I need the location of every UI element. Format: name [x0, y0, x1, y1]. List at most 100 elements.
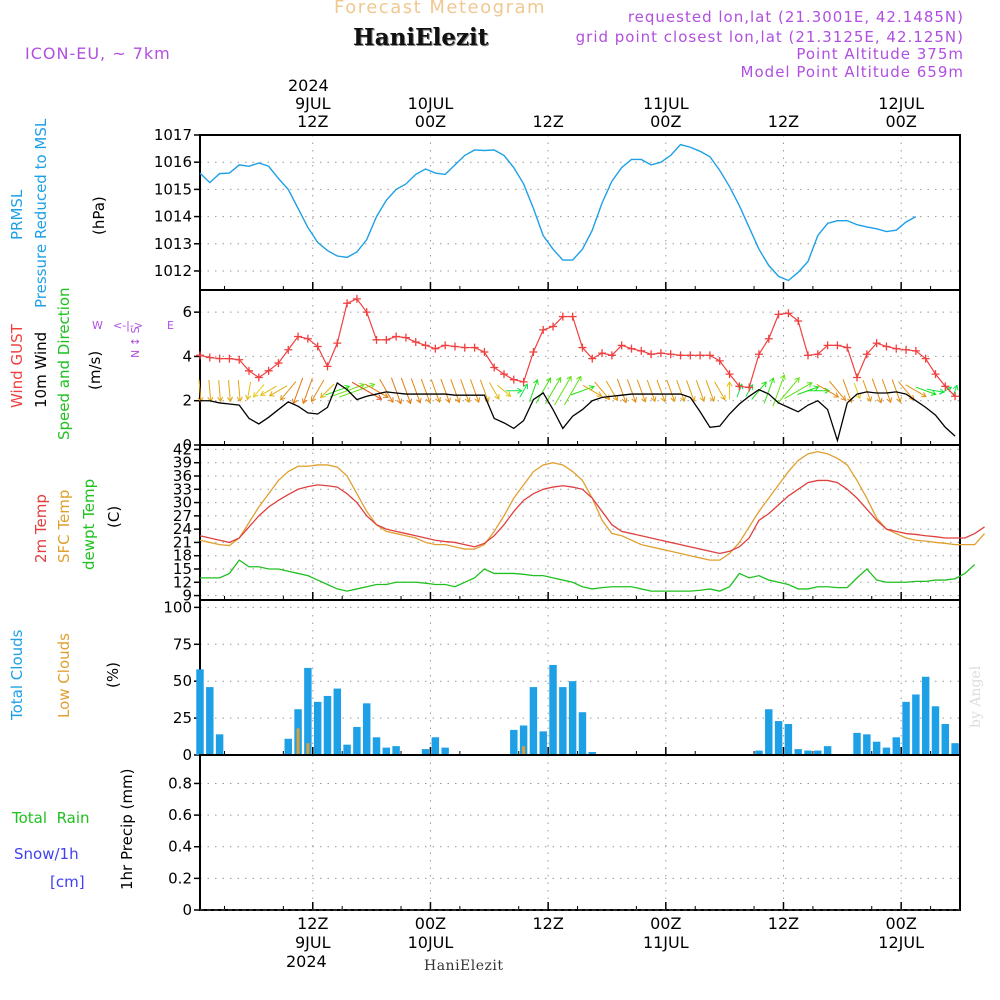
- gust-marker: [558, 312, 567, 321]
- bottom-axis-time: 00Z: [885, 914, 917, 933]
- gust-marker: [862, 350, 871, 359]
- bottom-axis-year: 2024: [286, 952, 327, 971]
- gust-marker: [401, 333, 410, 342]
- top-axis-year: 2024: [288, 76, 329, 95]
- gust-marker: [607, 351, 616, 360]
- wind-10m-line: [200, 382, 956, 443]
- temp-2m-line: [199, 479, 985, 555]
- wind-arrow: [656, 379, 666, 402]
- total-cloud-bar: [362, 703, 371, 755]
- wind-arrow-head: [824, 387, 831, 394]
- y-tick-label: 0.8: [168, 774, 192, 792]
- gust-marker: [215, 354, 224, 363]
- gust-marker: [450, 342, 459, 351]
- total-cloud-bar: [519, 725, 528, 755]
- gust-marker: [254, 373, 263, 382]
- gust-marker: [323, 362, 332, 371]
- wind-arrow-head: [344, 384, 351, 391]
- wind-arrow-head: [415, 397, 422, 404]
- total-cloud-bar: [539, 731, 547, 755]
- total-cloud-bar: [823, 746, 832, 755]
- top-axis-time: 12Z: [532, 112, 564, 131]
- wind-arrow-head: [517, 387, 523, 394]
- wind-arrow: [915, 386, 936, 395]
- top-axis-date: 11JUL: [642, 94, 689, 113]
- gust-marker: [343, 299, 352, 308]
- y-tick-label: 50: [173, 672, 192, 690]
- wind-arrow: [777, 377, 800, 404]
- y-tick-label: 25: [173, 709, 192, 727]
- gust-marker: [500, 370, 508, 379]
- y-tick-label: 15: [173, 560, 192, 578]
- wind-arrow-head: [227, 396, 233, 403]
- wind-arrow: [292, 377, 304, 404]
- y-tick-label: 1012: [154, 262, 192, 280]
- gust-marker: [372, 335, 381, 344]
- wind-arrow: [695, 380, 705, 402]
- compass-arrow: <-|->: [113, 319, 144, 332]
- wind-arrow-head: [279, 394, 286, 401]
- gust-marker: [333, 339, 342, 348]
- wind-arrow: [489, 382, 500, 400]
- gust-marker: [931, 370, 940, 379]
- total-cloud-bar: [568, 681, 577, 755]
- panel-frame: [199, 444, 961, 601]
- sfc-temp-line: [199, 450, 986, 561]
- y-tick-label: 0: [182, 746, 192, 764]
- wind-arrow-head: [886, 397, 893, 404]
- gust-marker: [794, 317, 803, 325]
- top-axis-date: 10JUL: [407, 94, 454, 113]
- panel-frame: [199, 134, 961, 291]
- chart-title: HaniElezit: [353, 24, 489, 51]
- wind-arrow-head: [319, 392, 326, 399]
- wind-arrow: [636, 379, 646, 402]
- wind-arrow-head: [588, 385, 595, 391]
- total-cloud-bar: [441, 747, 449, 755]
- total-cloud-bar: [765, 709, 773, 755]
- gust-marker: [813, 350, 822, 359]
- gust-marker: [853, 373, 862, 382]
- panel-frame: [199, 754, 961, 911]
- total-cloud-bar: [343, 744, 351, 755]
- panel-frame: [199, 289, 961, 446]
- wind-arrow-head: [680, 396, 686, 403]
- gust-marker: [941, 382, 950, 391]
- wind-arrow-head: [388, 397, 394, 404]
- gust-marker: [245, 366, 254, 375]
- total-cloud-bar: [578, 712, 587, 755]
- gust-marker: [882, 342, 891, 351]
- wind-arrow: [862, 379, 872, 402]
- y-tick-label: 1015: [154, 180, 192, 198]
- gust-marker: [617, 341, 626, 350]
- total-cloud-bar: [872, 741, 881, 755]
- gust-marker: [539, 325, 548, 334]
- wind-arrow-head: [596, 391, 603, 397]
- gust-marker: [666, 350, 675, 359]
- gust-marker: [490, 363, 499, 372]
- wind-arrow-head: [896, 397, 902, 403]
- total-cloud-bar: [912, 694, 920, 755]
- y-tick-label: 0: [182, 436, 192, 454]
- total-cloud-bar: [304, 667, 312, 755]
- gust-marker: [549, 322, 558, 331]
- gust-marker: [421, 341, 430, 350]
- gust-marker: [411, 338, 420, 347]
- wind-arrow: [816, 384, 839, 398]
- wind-arrow-head: [359, 383, 366, 389]
- total-cloud-bar: [372, 737, 381, 755]
- gust-marker: [784, 309, 793, 318]
- footer-location: HaniElezit: [424, 958, 504, 974]
- total-cloud-bar: [313, 701, 322, 755]
- wind-arrow: [714, 381, 726, 400]
- wind-arrow: [686, 380, 695, 402]
- gust-marker: [921, 354, 930, 363]
- wind-arrow: [469, 379, 480, 403]
- y-tick-label: 27: [173, 507, 192, 525]
- gust-marker: [823, 341, 832, 350]
- bottom-axis-date: 10JUL: [407, 933, 454, 952]
- wind-arrow-head: [866, 396, 873, 403]
- gust-marker: [568, 312, 577, 321]
- wind-arrow-head: [376, 394, 383, 400]
- wind-arrow: [260, 385, 277, 396]
